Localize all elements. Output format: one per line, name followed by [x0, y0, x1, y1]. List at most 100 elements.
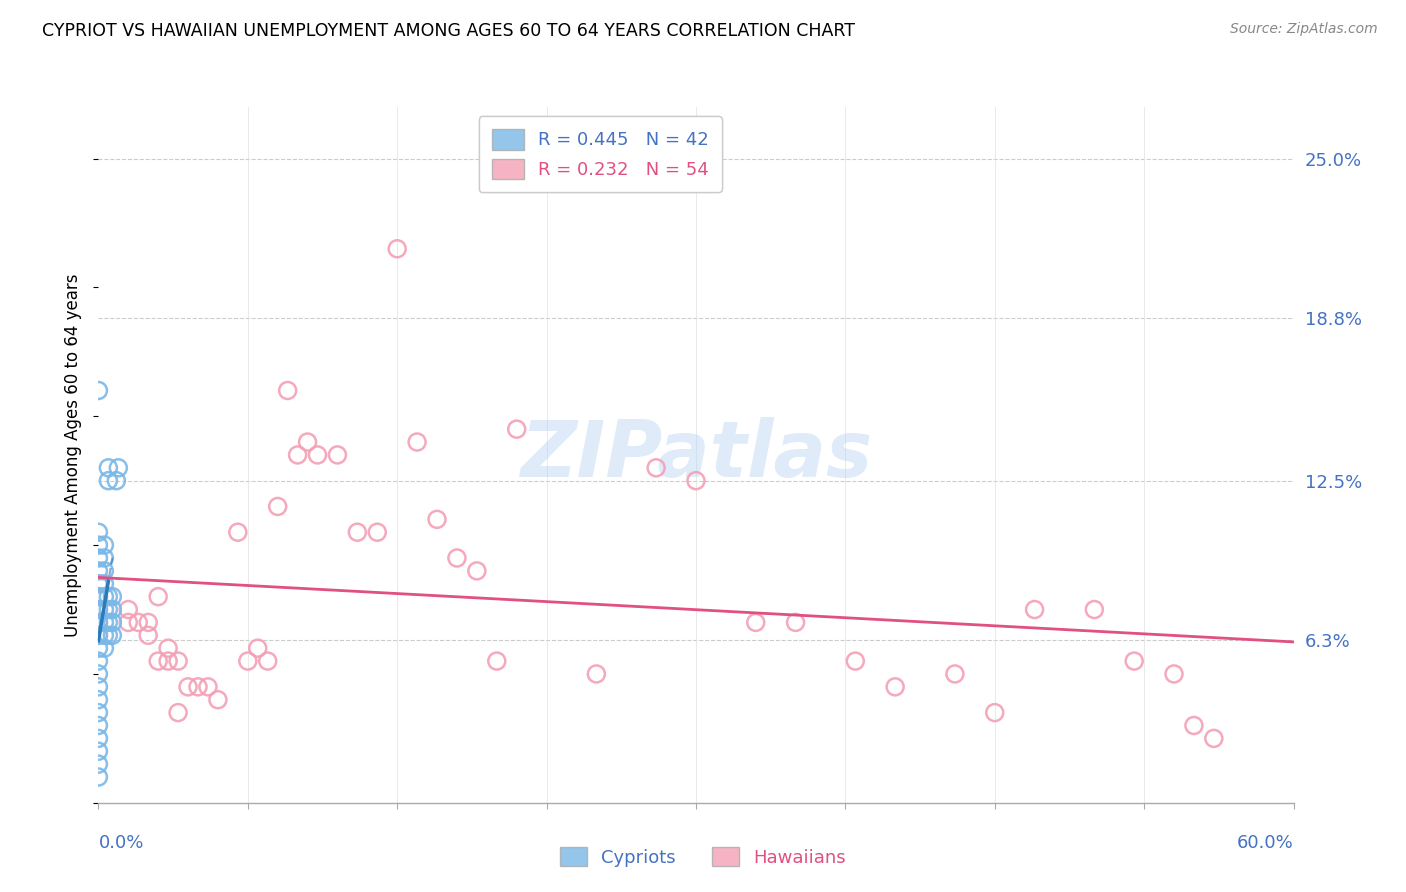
Point	[1083, 602, 1105, 616]
Point	[87, 757, 110, 772]
Point	[87, 770, 110, 784]
Point	[101, 628, 124, 642]
Point	[385, 242, 409, 256]
Legend: Cypriots, Hawaiians: Cypriots, Hawaiians	[553, 840, 853, 874]
Point	[87, 602, 110, 616]
Point	[87, 731, 110, 746]
Point	[136, 615, 159, 630]
Point	[1123, 654, 1146, 668]
Point	[297, 435, 319, 450]
Point	[93, 564, 115, 578]
Point	[406, 435, 429, 450]
Point	[97, 590, 120, 604]
Point	[101, 590, 124, 604]
Point	[167, 706, 190, 720]
Point	[93, 576, 115, 591]
Point	[136, 628, 159, 642]
Point	[87, 538, 110, 552]
Point	[87, 551, 110, 566]
Point	[187, 680, 209, 694]
Point	[87, 680, 110, 694]
Point	[87, 667, 110, 681]
Point	[87, 654, 110, 668]
Point	[506, 422, 529, 436]
Point	[465, 564, 488, 578]
Text: 60.0%: 60.0%	[1237, 834, 1294, 852]
Point	[93, 538, 115, 552]
Point	[93, 602, 115, 616]
Point	[87, 706, 110, 720]
Point	[585, 667, 607, 681]
Point	[685, 474, 707, 488]
Point	[984, 706, 1007, 720]
Point	[87, 576, 110, 591]
Y-axis label: Unemployment Among Ages 60 to 64 years: Unemployment Among Ages 60 to 64 years	[65, 273, 83, 637]
Text: Source: ZipAtlas.com: Source: ZipAtlas.com	[1230, 22, 1378, 37]
Point	[148, 590, 170, 604]
Point	[117, 602, 139, 616]
Point	[117, 615, 139, 630]
Point	[97, 474, 120, 488]
Point	[87, 615, 110, 630]
Point	[105, 474, 128, 488]
Point	[346, 525, 368, 540]
Point	[246, 641, 269, 656]
Point	[446, 551, 468, 566]
Point	[1182, 718, 1205, 732]
Point	[485, 654, 508, 668]
Text: ZIPatlas: ZIPatlas	[520, 417, 872, 493]
Point	[645, 460, 668, 475]
Point	[267, 500, 290, 514]
Point	[87, 641, 110, 656]
Point	[256, 654, 278, 668]
Point	[745, 615, 768, 630]
Point	[93, 641, 115, 656]
Point	[167, 654, 190, 668]
Legend: R = 0.445   N = 42, R = 0.232   N = 54: R = 0.445 N = 42, R = 0.232 N = 54	[479, 116, 721, 192]
Point	[844, 654, 866, 668]
Point	[101, 602, 124, 616]
Point	[87, 718, 110, 732]
Point	[97, 615, 120, 630]
Point	[87, 564, 110, 578]
Point	[93, 615, 115, 630]
Text: 0.0%: 0.0%	[98, 834, 143, 852]
Point	[87, 525, 110, 540]
Point	[93, 590, 115, 604]
Point	[366, 525, 388, 540]
Point	[97, 628, 120, 642]
Point	[236, 654, 259, 668]
Point	[148, 654, 170, 668]
Point	[226, 525, 249, 540]
Point	[93, 551, 115, 566]
Point	[326, 448, 349, 462]
Text: CYPRIOT VS HAWAIIAN UNEMPLOYMENT AMONG AGES 60 TO 64 YEARS CORRELATION CHART: CYPRIOT VS HAWAIIAN UNEMPLOYMENT AMONG A…	[42, 22, 855, 40]
Point	[87, 615, 110, 630]
Point	[107, 460, 129, 475]
Point	[785, 615, 807, 630]
Point	[93, 628, 115, 642]
Point	[87, 628, 110, 642]
Point	[1024, 602, 1046, 616]
Point	[884, 680, 907, 694]
Point	[277, 384, 299, 398]
Point	[177, 680, 200, 694]
Point	[87, 590, 110, 604]
Point	[307, 448, 329, 462]
Point	[197, 680, 219, 694]
Point	[97, 460, 120, 475]
Point	[87, 384, 110, 398]
Point	[97, 602, 120, 616]
Point	[87, 590, 110, 604]
Point	[87, 744, 110, 758]
Point	[87, 576, 110, 591]
Point	[1163, 667, 1185, 681]
Point	[943, 667, 966, 681]
Point	[1202, 731, 1225, 746]
Point	[157, 641, 180, 656]
Point	[87, 692, 110, 706]
Point	[101, 615, 124, 630]
Point	[287, 448, 309, 462]
Point	[426, 512, 449, 526]
Point	[207, 692, 229, 706]
